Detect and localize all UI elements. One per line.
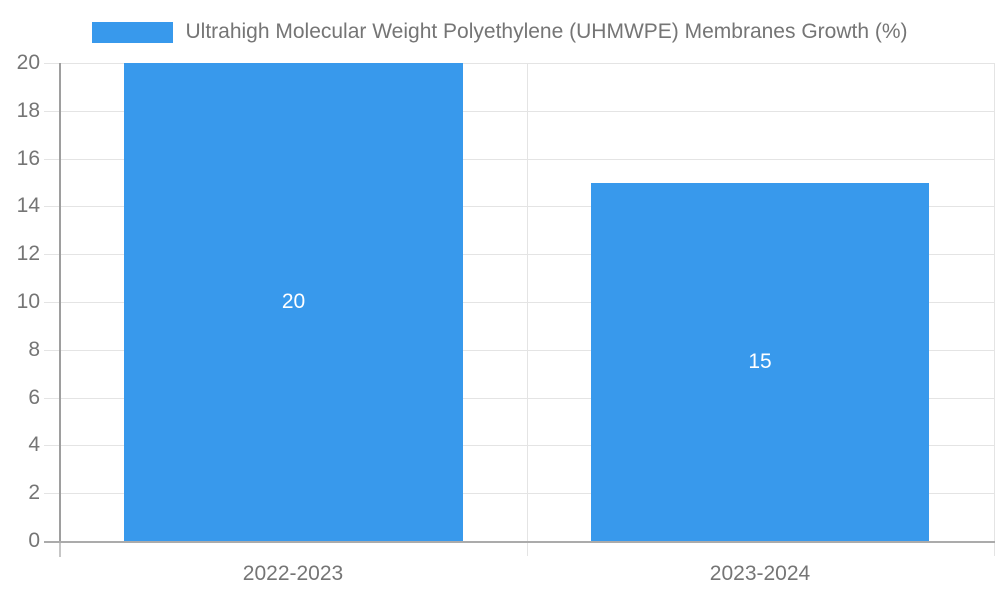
gridline-y16 (44, 159, 995, 160)
y-axis-tick-label: 8 (28, 338, 40, 361)
bar-value-label: 20 (281, 290, 306, 313)
gridline-category-separator (527, 63, 528, 556)
legend-label: Ultrahigh Molecular Weight Polyethylene … (185, 20, 908, 43)
bar-value-label: 15 (748, 350, 772, 373)
gridline-y2 (44, 493, 995, 494)
gridline-y6 (44, 398, 995, 399)
plot-area: 20 15 (44, 63, 995, 556)
y-axis-line (59, 63, 61, 543)
y-axis-tick-label: 6 (28, 386, 40, 409)
gridline-y12 (44, 254, 995, 255)
y-axis-tick-label: 20 (16, 51, 40, 74)
gridline-y10 (44, 302, 995, 303)
y-axis-tick-label: 14 (16, 194, 40, 217)
x-axis-label-2023-2024: 2023-2024 (709, 562, 811, 585)
gridline-y20 (44, 63, 995, 64)
y-axis-tick-label: 4 (28, 433, 40, 456)
y-axis-tick-label: 0 (28, 529, 40, 552)
y-axis-tick-label: 10 (16, 290, 40, 313)
legend-swatch-icon (92, 21, 174, 43)
gridline-right-edge (994, 63, 995, 556)
y-axis-tick-label: 12 (16, 242, 40, 265)
x-axis-baseline (44, 541, 995, 543)
y-axis-tick-label: 16 (16, 147, 40, 170)
bar-2022-2023[interactable]: 20 (124, 63, 463, 541)
y-axis-tick (59, 543, 61, 557)
y-axis-tick-label: 18 (16, 99, 40, 122)
legend[interactable]: Ultrahigh Molecular Weight Polyethylene … (0, 20, 1000, 44)
gridline-y8 (44, 350, 995, 351)
gridline-y18 (44, 111, 995, 112)
bar-2023-2024[interactable]: 15 (591, 183, 929, 541)
x-axis-label-2022-2023: 2022-2023 (242, 562, 344, 585)
y-axis-tick-label: 2 (28, 481, 40, 504)
gridline-y4 (44, 445, 995, 446)
gridline-y14 (44, 206, 995, 207)
